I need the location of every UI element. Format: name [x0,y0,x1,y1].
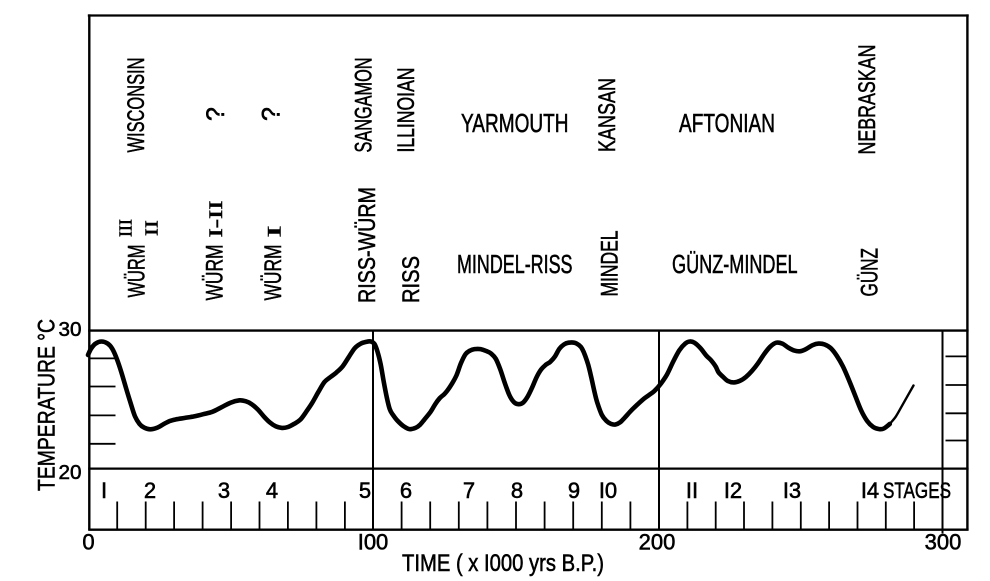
svg-text:AFTONIAN: AFTONIAN [679,108,775,138]
svg-text:200: 200 [639,530,676,555]
svg-text:WÜRM: WÜRM [202,245,229,301]
svg-text:WÜRM: WÜRM [260,245,287,301]
svg-text:6: 6 [400,478,412,503]
svg-text:II: II [141,220,161,236]
svg-text:ILLINOIAN: ILLINOIAN [393,68,420,153]
svg-text:9: 9 [568,478,580,503]
svg-text:WÜRM: WÜRM [124,245,151,298]
svg-text:RISS: RISS [398,256,425,303]
svg-text:30: 30 [59,319,82,341]
svg-text:20: 20 [59,462,82,484]
svg-text:2: 2 [144,478,156,503]
svg-text:II: II [686,478,698,503]
svg-text:I: I [101,478,107,503]
svg-text:I00: I00 [358,530,389,555]
svg-text:I4: I4 [861,478,879,503]
svg-text:I2: I2 [724,478,742,503]
svg-text:4: 4 [266,478,278,503]
svg-text:I3: I3 [783,478,801,503]
svg-text:I-II: I-II [206,201,227,238]
svg-text:5: 5 [359,478,371,503]
svg-text:GÜNZ: GÜNZ [857,248,884,297]
svg-text:7: 7 [463,478,475,503]
svg-text:MINDEL: MINDEL [597,231,624,297]
svg-text:YARMOUTH: YARMOUTH [461,108,569,138]
svg-text:300: 300 [925,530,962,555]
svg-text:TIME ( x I000 yrs B.P.): TIME ( x I000 yrs B.P.) [402,550,604,577]
svg-text:?: ? [202,107,230,121]
svg-text:I: I [265,226,286,238]
svg-text:GÜNZ-MINDEL: GÜNZ-MINDEL [672,249,798,279]
svg-text:STAGES: STAGES [883,478,951,503]
svg-text:3: 3 [218,478,230,503]
svg-text:RISS-WÜRM: RISS-WÜRM [354,187,381,303]
svg-text:SANGAMON: SANGAMON [351,58,378,153]
svg-text:III: III [116,219,136,237]
svg-text:8: 8 [511,478,523,503]
svg-text:TEMPERATURE °C: TEMPERATURE °C [34,319,61,491]
svg-text:WISCONSIN: WISCONSIN [123,58,150,153]
svg-text:KANSAN: KANSAN [594,78,621,152]
svg-text:0: 0 [82,530,94,555]
svg-text:?: ? [258,107,286,121]
svg-text:I0: I0 [599,478,617,503]
svg-text:MINDEL-RISS: MINDEL-RISS [457,249,573,279]
svg-text:NEBRASKAN: NEBRASKAN [854,45,881,155]
